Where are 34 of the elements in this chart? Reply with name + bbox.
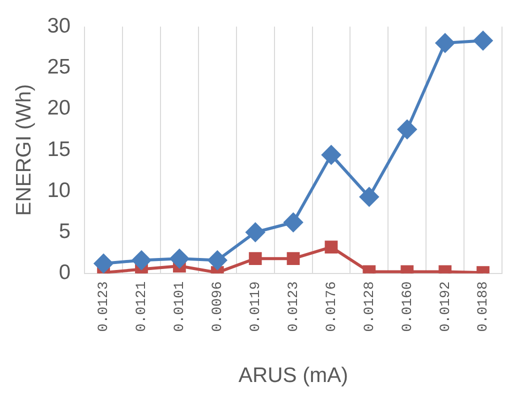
x-tick-label: 0.0128: [362, 281, 378, 332]
x-tick-label: 0.0096: [210, 281, 226, 332]
y-tick-label: 5: [58, 220, 71, 244]
x-tick-label: 0.0192: [438, 281, 454, 332]
point: [208, 250, 227, 270]
point: [474, 31, 493, 50]
point: [436, 34, 455, 53]
y-tick-label: 30: [47, 14, 71, 38]
x-tick-label: 0.0123: [286, 281, 302, 332]
y-tick-label: 25: [47, 56, 71, 79]
point: [248, 252, 262, 266]
x-tick-label: 0.0119: [248, 281, 264, 332]
point: [132, 250, 151, 270]
point: [94, 254, 114, 274]
point: [246, 222, 265, 242]
x-tick-label: 0.0123: [96, 281, 112, 332]
point: [322, 145, 341, 164]
y-tick-label: 0: [58, 261, 71, 284]
y-tick-label: 15: [47, 138, 71, 161]
x-tick-label: 0.0188: [476, 281, 492, 332]
point: [170, 249, 189, 268]
x-tick-label: 0.0176: [324, 281, 340, 332]
point: [286, 252, 300, 266]
point: [284, 212, 303, 232]
y-tick-label: 20: [47, 96, 71, 120]
point: [360, 187, 379, 206]
x-tick-label: 0.0101: [172, 281, 188, 332]
y-tick-label: 10: [47, 178, 71, 202]
x-axis-title: ARUS (mA): [238, 364, 348, 388]
x-tick-label: 0.0121: [134, 281, 150, 332]
point: [398, 120, 417, 139]
x-tick-label: 0.0160: [400, 281, 416, 332]
point: [324, 240, 338, 254]
y-axis-title: ENERGI (Wh): [12, 84, 36, 216]
